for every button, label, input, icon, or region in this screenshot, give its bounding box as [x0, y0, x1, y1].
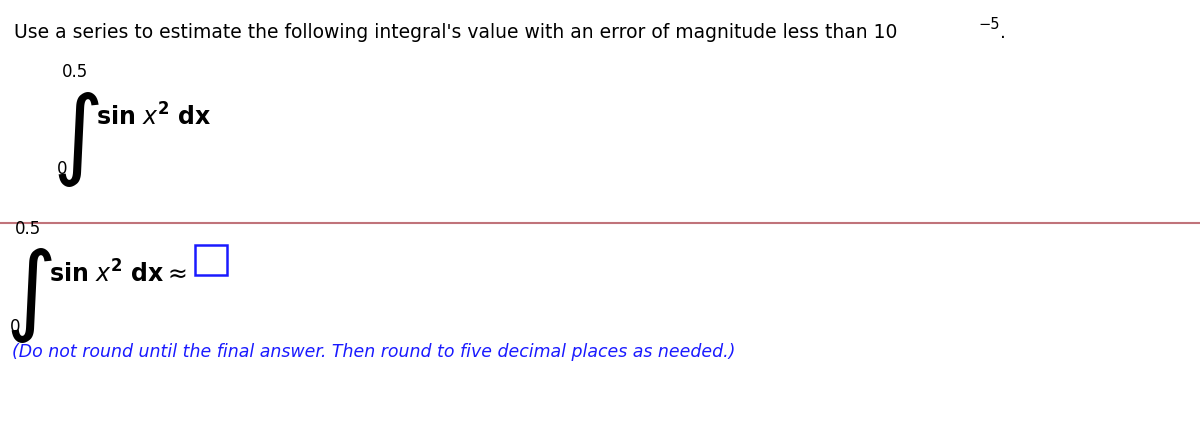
Text: $\int$: $\int$: [5, 246, 53, 345]
Text: $\int$: $\int$: [52, 90, 100, 189]
Text: (Do not round until the final answer. Then round to five decimal places as neede: (Do not round until the final answer. Th…: [12, 343, 736, 361]
Text: 0: 0: [58, 160, 67, 178]
Text: 0.5: 0.5: [62, 63, 89, 81]
Text: $\mathbf{sin}\ x^{\mathbf{2}}\ \mathbf{dx}$: $\mathbf{sin}\ x^{\mathbf{2}}\ \mathbf{d…: [96, 103, 211, 130]
Text: .: .: [1000, 23, 1006, 42]
FancyBboxPatch shape: [194, 245, 227, 275]
Text: $\mathbf{sin}\ x^{\mathbf{2}}\ \mathbf{dx} \approx$: $\mathbf{sin}\ x^{\mathbf{2}}\ \mathbf{d…: [49, 260, 187, 287]
Text: 0.5: 0.5: [14, 220, 41, 238]
Text: 0: 0: [10, 318, 20, 336]
Text: Use a series to estimate the following integral's value with an error of magnitu: Use a series to estimate the following i…: [14, 23, 898, 42]
Text: −5: −5: [978, 17, 1000, 32]
